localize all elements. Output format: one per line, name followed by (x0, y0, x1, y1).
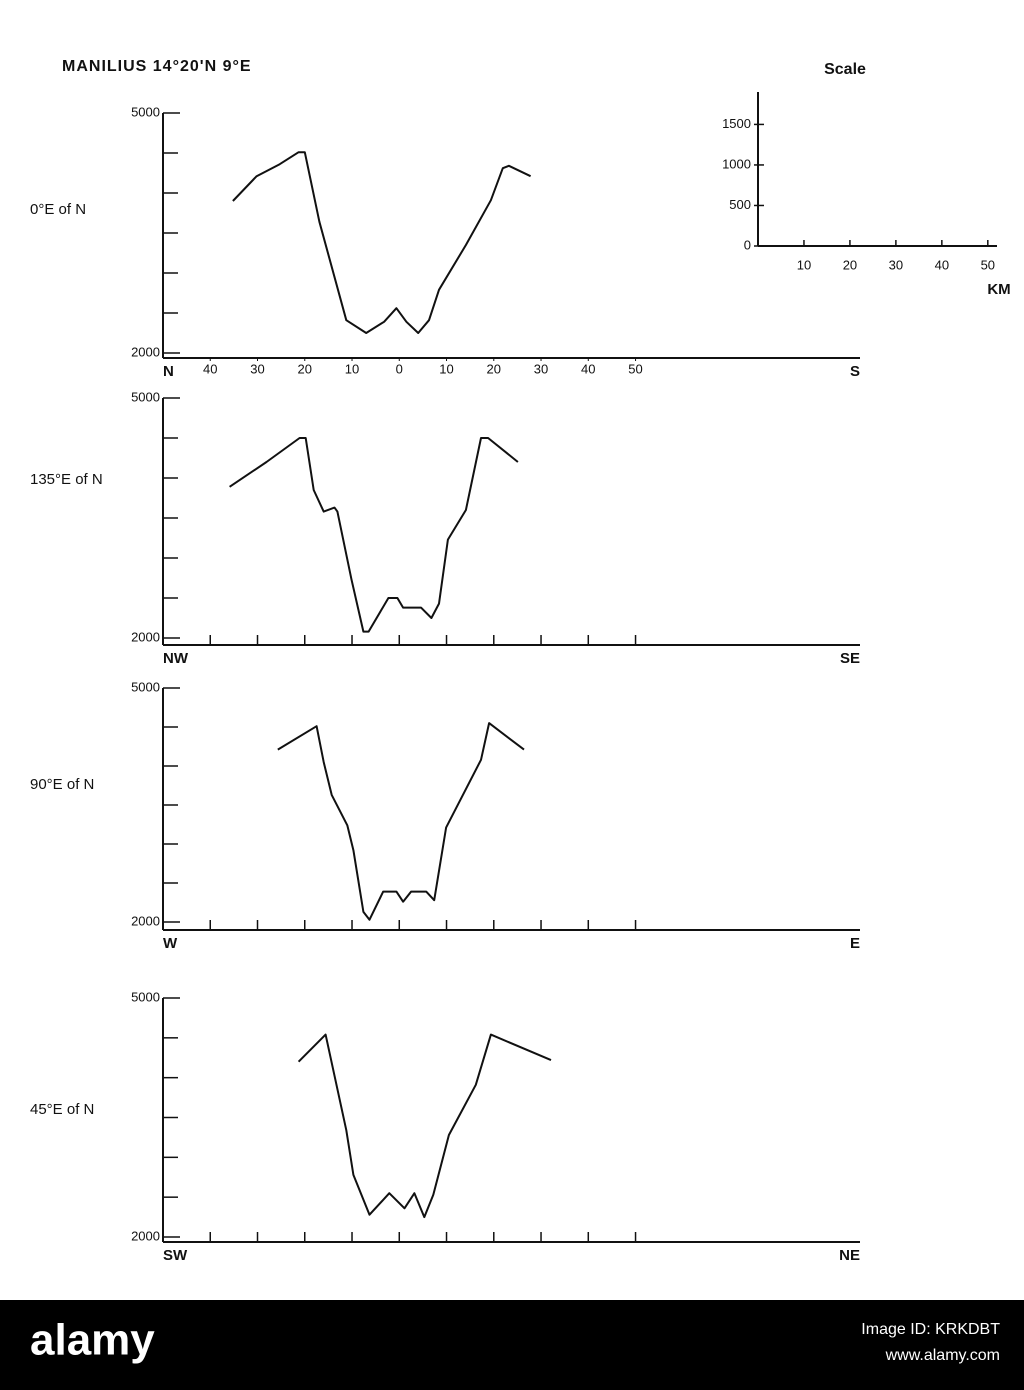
scale-x-tick-label: 20 (843, 257, 857, 272)
profile-line (297, 1033, 552, 1219)
x-tick-label: 0 (396, 361, 403, 376)
y-tick-label: 2000 (131, 629, 160, 644)
x-end-label: SE (840, 650, 860, 667)
scale-x-tick-label: 30 (889, 257, 903, 272)
watermark-url: www.alamy.com (885, 1347, 1000, 1364)
scale-y-tick-label: 500 (729, 197, 751, 212)
x-start-label: SW (163, 1247, 188, 1264)
scale-x-label: KM (987, 281, 1010, 298)
x-start-label: W (163, 935, 178, 952)
x-start-label: N (163, 363, 174, 380)
y-tick-label: 5000 (131, 389, 160, 404)
y-tick-label: 2000 (131, 1228, 160, 1243)
scale-title: Scale (824, 61, 866, 78)
x-tick-label: 40 (581, 361, 595, 376)
scale-y-tick-label: 0 (744, 237, 751, 252)
scale-y-tick-label: 1000 (722, 156, 751, 171)
scale-x-tick-label: 10 (797, 257, 811, 272)
x-tick-label: 50 (628, 361, 642, 376)
y-tick-label: 2000 (131, 913, 160, 928)
scale-x-tick-label: 50 (981, 257, 995, 272)
panel-label: 45°E of N (30, 1101, 94, 1118)
x-tick-label: 30 (534, 361, 548, 376)
x-end-label: S (850, 363, 860, 380)
y-tick-label: 5000 (131, 679, 160, 694)
x-tick-label: 30 (250, 361, 264, 376)
panel-label: 135°E of N (30, 471, 103, 488)
x-tick-label: 20 (298, 361, 312, 376)
background (0, 0, 1024, 1300)
y-tick-label: 5000 (131, 104, 160, 119)
profile-line (229, 437, 519, 633)
x-tick-label: 10 (439, 361, 453, 376)
x-tick-label: 40 (203, 361, 217, 376)
watermark-brand: alamy (30, 1316, 155, 1365)
page-title: MANILIUS 14°20'N 9°E (62, 58, 252, 75)
x-start-label: NW (163, 650, 189, 667)
y-tick-label: 2000 (131, 344, 160, 359)
y-tick-label: 5000 (131, 989, 160, 1004)
scale-y-tick-label: 1500 (722, 116, 751, 131)
x-tick-label: 10 (345, 361, 359, 376)
scale-x-tick-label: 40 (935, 257, 949, 272)
x-end-label: NE (839, 1247, 860, 1264)
panel-label: 90°E of N (30, 776, 94, 793)
watermark-id: Image ID: KRKDBT (861, 1321, 1000, 1338)
watermark-bar (0, 1300, 1024, 1390)
x-end-label: E (850, 935, 860, 952)
panel-label: 0°E of N (30, 201, 86, 218)
profile-line (277, 722, 525, 921)
x-tick-label: 20 (487, 361, 501, 376)
profile-line (232, 151, 532, 334)
